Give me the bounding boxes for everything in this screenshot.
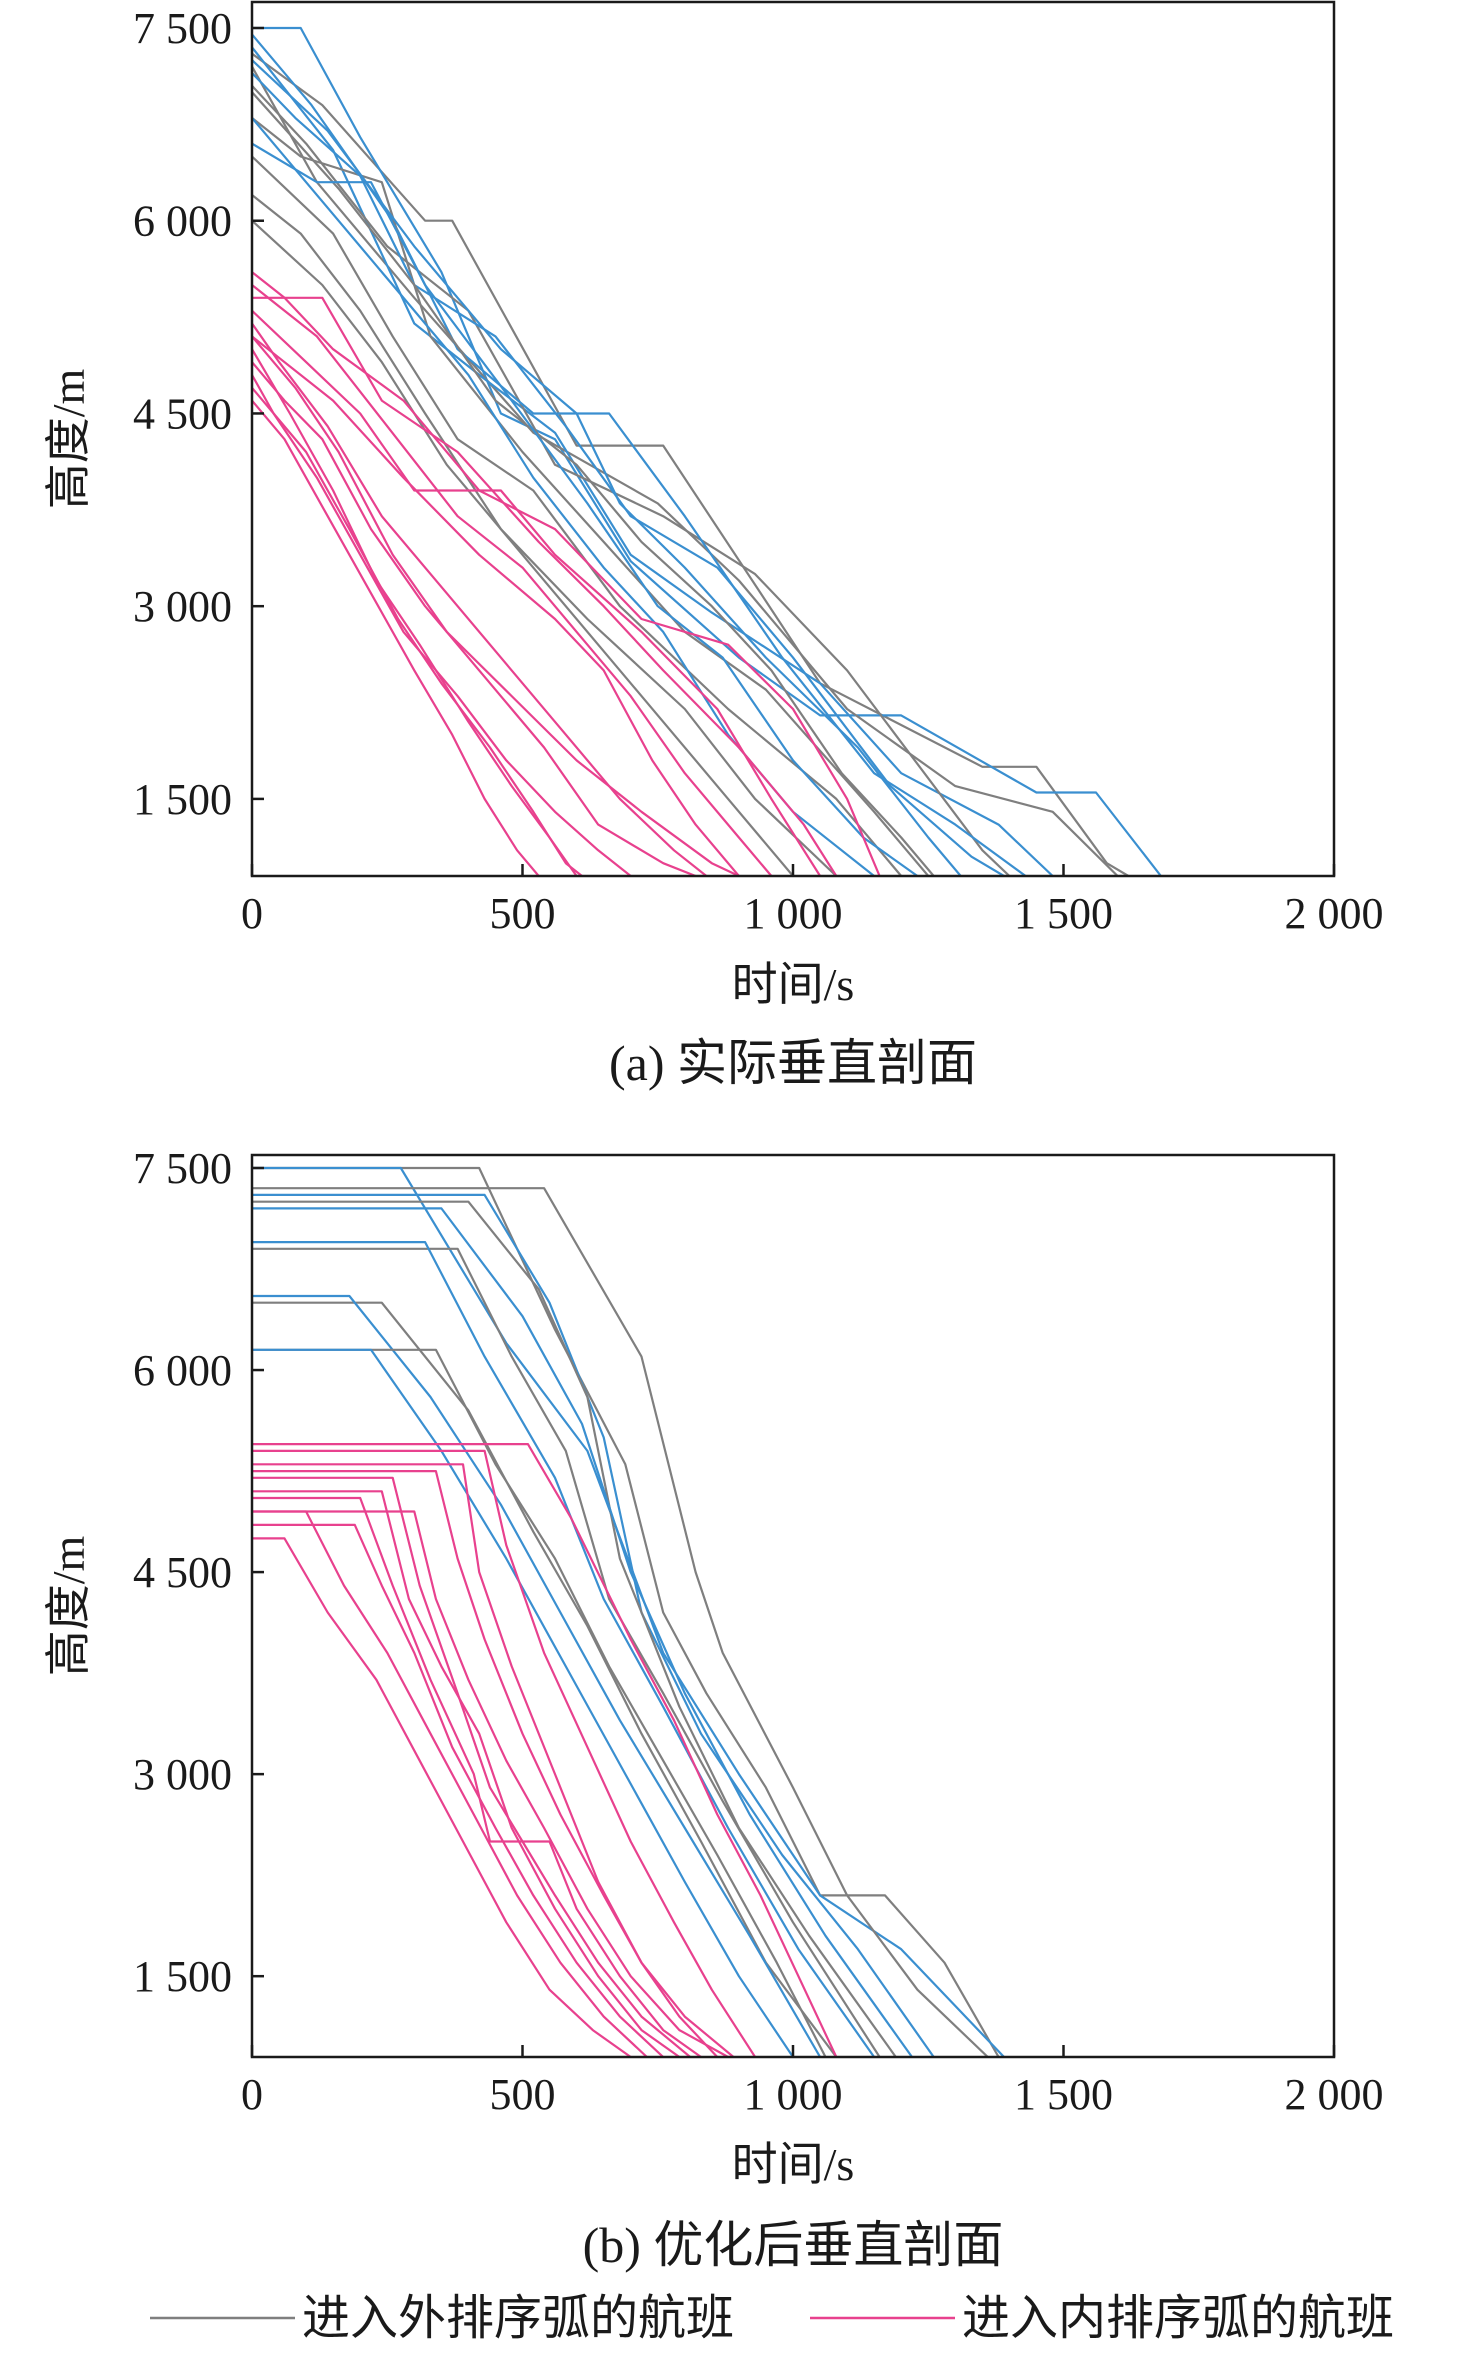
series-line-b-outer-5 — [252, 1207, 913, 2057]
series-line-a-inner-23 — [252, 399, 540, 876]
series-line-a-inner-16 — [252, 296, 838, 876]
x-tick-label-b-3: 1 500 — [1014, 2070, 1113, 2119]
panel-a: 0 500 1 000 1 500 2 000 1 500 3 000 4 500 6 000 7… — [43, 0, 1384, 1091]
series-line-a-outer-2 — [252, 65, 1119, 876]
series-line-a-outer-3 — [252, 46, 1054, 876]
x-tick-label-a-3: 1 500 — [1014, 889, 1113, 938]
series-line-b-inner-20 — [252, 1510, 648, 2057]
series-line-a-outer-14 — [252, 219, 794, 876]
series-line-b-inner-13 — [252, 1449, 757, 2057]
series-line-a-outer-7 — [252, 72, 1005, 876]
series-line-a-outer-4 — [252, 85, 1011, 876]
series-line-b-outer-7 — [252, 1240, 876, 2057]
x-tick-label-a-0: 0 — [241, 889, 263, 938]
x-axis-label-a: 时间/s — [732, 959, 855, 1010]
series-line-a-outer-5 — [252, 33, 1027, 876]
y-tick-label-b-0: 1 500 — [133, 1952, 232, 2001]
series-line-b-outer-11 — [252, 1348, 794, 2057]
caption-b: (b) 优化后垂直剖面 — [583, 2217, 1004, 2273]
y-axis-label-a: 高度/m — [43, 369, 94, 510]
plot-frame-a — [250, 0, 1336, 878]
legend-label-inner: 进入内排序弧的航班 — [962, 2292, 1394, 2345]
series-line-a-outer-13 — [252, 142, 919, 876]
panel-b: 0 500 1 000 1 500 2 000 1 500 3 000 4 500 6 000 7… — [43, 1144, 1384, 2273]
series-line-a-inner-25 — [252, 284, 773, 876]
series-line-a-inner-20 — [252, 322, 708, 876]
x-tick-label-a-2: 1 000 — [744, 889, 843, 938]
y-tick-label-b-1: 3 000 — [133, 1750, 232, 1799]
series-line-a-outer-8 — [252, 155, 903, 876]
legend: 进入外排序弧的航班 进入内排序弧的航班 — [150, 2292, 1394, 2345]
ticks-layer-a: 0 500 1 000 1 500 2 000 1 500 3 000 4 500 6 000 7… — [133, 4, 1384, 938]
series-line-a-inner-21 — [252, 374, 632, 876]
y-tick-label-b-4: 7 500 — [133, 1144, 232, 1193]
x-tick-label-a-4: 2 000 — [1285, 889, 1384, 938]
series-line-b-inner-12 — [252, 1442, 838, 2057]
series-layer-b — [252, 1166, 1005, 2057]
y-tick-label-b-2: 4 500 — [133, 1548, 232, 1597]
series-line-b-outer-1 — [252, 1166, 1005, 2057]
x-tick-label-a-1: 500 — [490, 889, 556, 938]
series-layer-a — [252, 26, 1162, 876]
series-line-b-outer-2 — [252, 1187, 989, 2057]
series-line-a-outer-1 — [252, 26, 1162, 876]
y-tick-label-a-3: 6 000 — [133, 197, 232, 246]
series-line-b-inner-14 — [252, 1463, 735, 2057]
series-line-b-outer-6 — [252, 1247, 881, 2057]
legend-label-outer: 进入外排序弧的航班 — [302, 2292, 734, 2345]
series-line-b-outer-3 — [252, 1193, 935, 2057]
x-tick-label-b-2: 1 000 — [744, 2070, 843, 2119]
x-tick-label-b-1: 500 — [490, 2070, 556, 2119]
x-tick-label-b-4: 2 000 — [1285, 2070, 1384, 2119]
series-line-b-inner-16 — [252, 1490, 681, 2057]
caption-a: (a) 实际垂直剖面 — [609, 1035, 977, 1091]
y-tick-label-a-1: 3 000 — [133, 582, 232, 631]
series-line-a-inner-18 — [252, 335, 740, 876]
series-line-b-inner-18 — [252, 1510, 729, 2057]
y-tick-label-a-0: 1 500 — [133, 775, 232, 824]
series-line-b-outer-4 — [252, 1200, 897, 2057]
series-line-b-outer-0 — [252, 1166, 1000, 2057]
y-tick-label-a-4: 7 500 — [133, 4, 232, 53]
series-line-a-outer-6 — [252, 117, 930, 876]
series-line-a-inner-17 — [252, 309, 822, 876]
y-tick-label-a-2: 4 500 — [133, 389, 232, 438]
x-tick-label-b-0: 0 — [241, 2070, 263, 2119]
series-line-b-inner-19 — [252, 1523, 664, 2057]
series-line-a-inner-19 — [252, 361, 697, 876]
y-tick-label-b-3: 6 000 — [133, 1346, 232, 1395]
ticks-layer-b: 0 500 1 000 1 500 2 000 1 500 3 000 4 500 6 000 7… — [133, 1144, 1384, 2119]
series-line-b-outer-9 — [252, 1294, 822, 2057]
series-line-b-inner-21 — [252, 1537, 632, 2057]
series-line-b-inner-22 — [252, 1469, 719, 2057]
series-line-b-inner-17 — [252, 1496, 702, 2057]
series-line-a-inner-26 — [252, 335, 740, 876]
y-axis-label-b: 高度/m — [43, 1536, 94, 1677]
series-line-b-outer-10 — [252, 1348, 827, 2057]
series-line-a-inner-22 — [252, 348, 578, 876]
series-line-a-outer-12 — [252, 91, 935, 876]
series-line-a-inner-24 — [252, 387, 583, 876]
x-axis-label-b: 时间/s — [732, 2139, 855, 2190]
series-line-a-outer-0 — [252, 52, 1129, 876]
series-line-a-inner-15 — [252, 271, 881, 876]
series-line-b-outer-8 — [252, 1301, 838, 2057]
